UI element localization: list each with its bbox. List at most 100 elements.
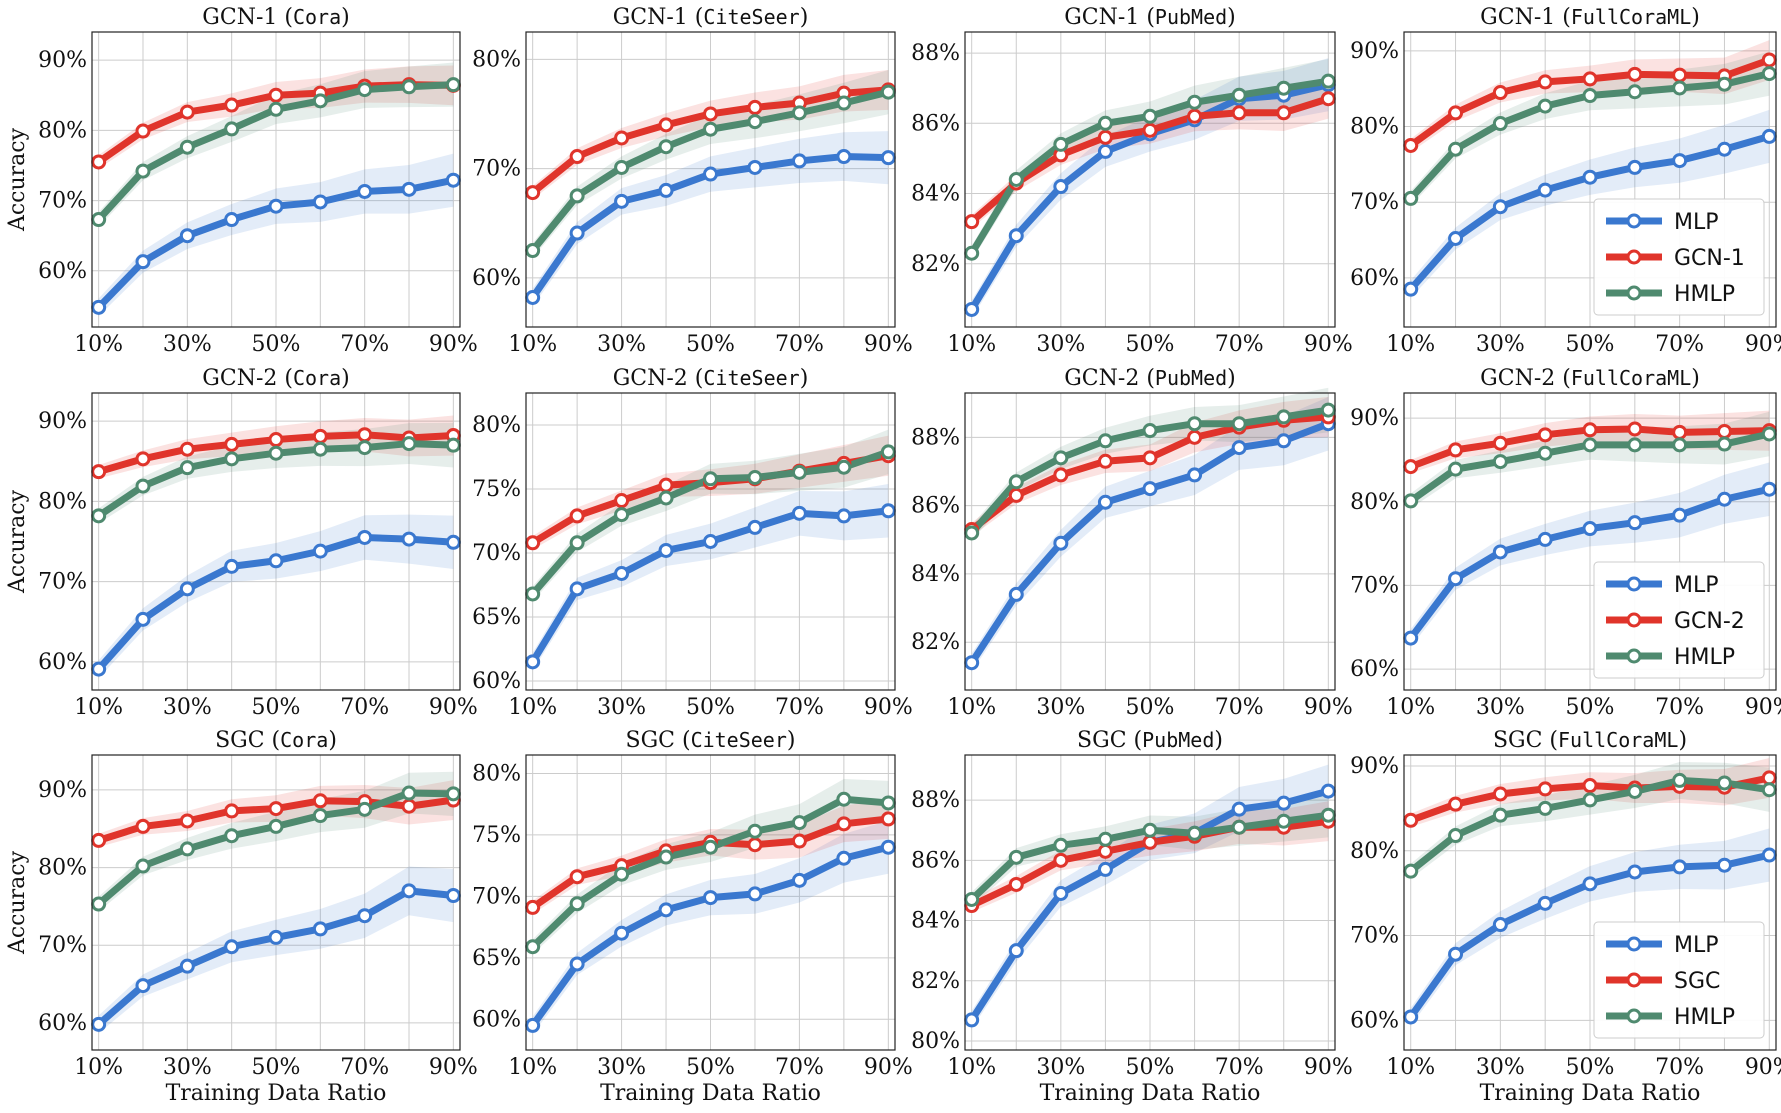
data-point-hmlp [747,469,763,485]
chart-title: SGC (PubMed) [1077,728,1223,753]
data-point-hmlp [1627,84,1643,100]
data-point-gcn [1448,442,1464,458]
data-point-mlp [703,534,718,549]
x-tick-label: 50% [1566,695,1615,720]
x-tick-label: 10% [74,332,123,357]
data-point-hmlp [1053,136,1069,152]
y-tick-label: 90% [38,48,87,73]
chart-title: GCN-2 (PubMed) [1064,366,1236,391]
data-point-hmlp [1448,461,1464,477]
confidence-band-mlp [98,514,454,679]
data-point-gcn [1403,137,1419,153]
x-tick-label: 70% [1215,695,1264,720]
data-point-gcn [268,432,284,448]
data-point-mlp [445,172,461,188]
y-tick-label: 60% [472,1007,521,1032]
y-tick-label: 82% [911,252,960,277]
x-tick-label: 30% [163,1055,212,1080]
y-tick-label: 82% [911,969,960,994]
data-point-hmlp [747,823,763,839]
data-point-mlp [614,925,630,941]
data-point-gcn [791,833,807,849]
legend: MLP SGC HMLP [1593,921,1765,1039]
data-point-mlp [964,655,980,671]
legend: MLP GCN-1 HMLP [1593,198,1765,316]
chart-gcn-1-fullcoraml: 10% 30% 50% 70% 90% 60% 70% 80% 90% GCN-1 (FullCo… [1350,5,1781,357]
data-point-gcn [1672,67,1688,83]
data-point-gcn [1582,71,1598,87]
data-point-mlp [224,212,240,228]
y-tick-label: 82% [911,630,960,655]
data-point-gcn [1187,429,1203,445]
data-point-gcn [179,441,195,457]
data-point-hmlp [357,440,373,456]
data-point-mlp [1492,917,1508,933]
x-tick-label: 50% [252,695,301,720]
data-point-mlp [1761,847,1777,863]
data-point-mlp [836,149,852,165]
x-tick-label: 90% [864,695,913,720]
data-point-hmlp [880,84,896,100]
data-point-hmlp [836,459,852,475]
x-tick-label: 10% [74,1055,123,1080]
y-tick-label: 70% [38,933,87,958]
data-point-hmlp [1403,863,1419,879]
x-tick-label: 90% [429,1055,478,1080]
x-tick-label: 90% [1745,1055,1781,1080]
data-point-hmlp [1142,423,1158,439]
data-point-gcn [1492,85,1508,101]
data-point-hmlp [1187,416,1203,432]
data-point-mlp [1448,946,1464,962]
data-point-hmlp [179,139,195,155]
data-point-mlp [1008,228,1024,244]
x-tick-label: 30% [597,695,646,720]
data-point-gcn [614,493,630,509]
data-point-hmlp [445,77,461,93]
y-tick-label: 86% [911,494,960,519]
y-tick-label: 65% [472,605,521,630]
x-tick-label: 70% [340,332,389,357]
x-tick-label: 10% [508,695,557,720]
data-point-hmlp [791,815,807,831]
data-point-gcn [1537,74,1553,90]
data-point-hmlp [91,212,107,228]
data-point-hmlp [836,95,852,111]
data-point-gcn [525,535,541,551]
x-tick-label: 50% [1126,332,1175,357]
data-point-mlp [836,508,852,524]
y-tick-label: 80% [38,856,87,881]
plot-frame [964,754,1336,1051]
y-tick-label: 88% [911,41,960,66]
data-point-hmlp [1492,116,1508,132]
data-point-hmlp [401,785,417,801]
data-point-gcn [703,106,718,122]
legend-marker-hmlp [1626,1008,1642,1024]
data-point-hmlp [135,478,151,494]
x-tick-label: 90% [1304,695,1353,720]
data-point-hmlp [401,79,417,95]
x-tick-label: 30% [1036,332,1085,357]
y-tick-label: 86% [911,848,960,873]
data-point-mlp [1582,876,1598,892]
data-point-mlp [525,290,541,305]
data-point-hmlp [268,101,284,117]
data-point-mlp [658,542,674,558]
y-axis-label: Accuracy [5,127,30,232]
data-point-gcn [357,427,373,443]
data-point-mlp [703,166,718,182]
data-point-hmlp [1448,828,1464,844]
y-tick-label: 60% [472,669,521,694]
data-point-hmlp [1142,822,1158,838]
data-point-gcn [1097,129,1113,145]
x-tick-label: 50% [1566,1055,1615,1080]
plot-frame [91,754,461,1051]
data-point-hmlp [1582,792,1598,808]
data-point-mlp [1097,494,1113,510]
x-axis-label: Training Data Ratio [600,1081,821,1106]
y-tick-label: 84% [911,562,960,587]
x-tick-label: 70% [1215,332,1264,357]
data-point-hmlp [1320,807,1336,823]
data-point-mlp [1053,885,1069,901]
chart-title: GCN-2 (FullCoraML) [1480,366,1700,391]
